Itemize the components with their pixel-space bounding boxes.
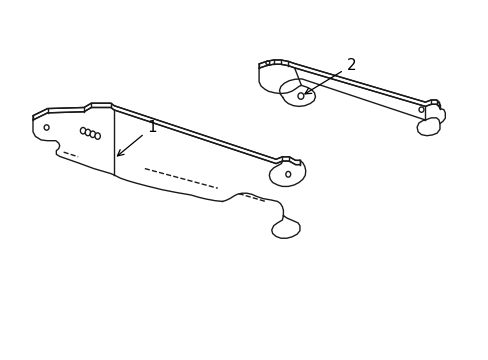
- Ellipse shape: [85, 129, 90, 136]
- Ellipse shape: [90, 131, 95, 138]
- Ellipse shape: [95, 133, 100, 139]
- Ellipse shape: [80, 127, 85, 134]
- Text: 1: 1: [117, 120, 157, 156]
- Polygon shape: [259, 60, 439, 109]
- Ellipse shape: [297, 93, 303, 99]
- Ellipse shape: [265, 61, 269, 64]
- Polygon shape: [33, 103, 300, 165]
- Text: 2: 2: [305, 58, 355, 94]
- Ellipse shape: [44, 125, 49, 130]
- Ellipse shape: [285, 171, 290, 177]
- Ellipse shape: [418, 107, 423, 112]
